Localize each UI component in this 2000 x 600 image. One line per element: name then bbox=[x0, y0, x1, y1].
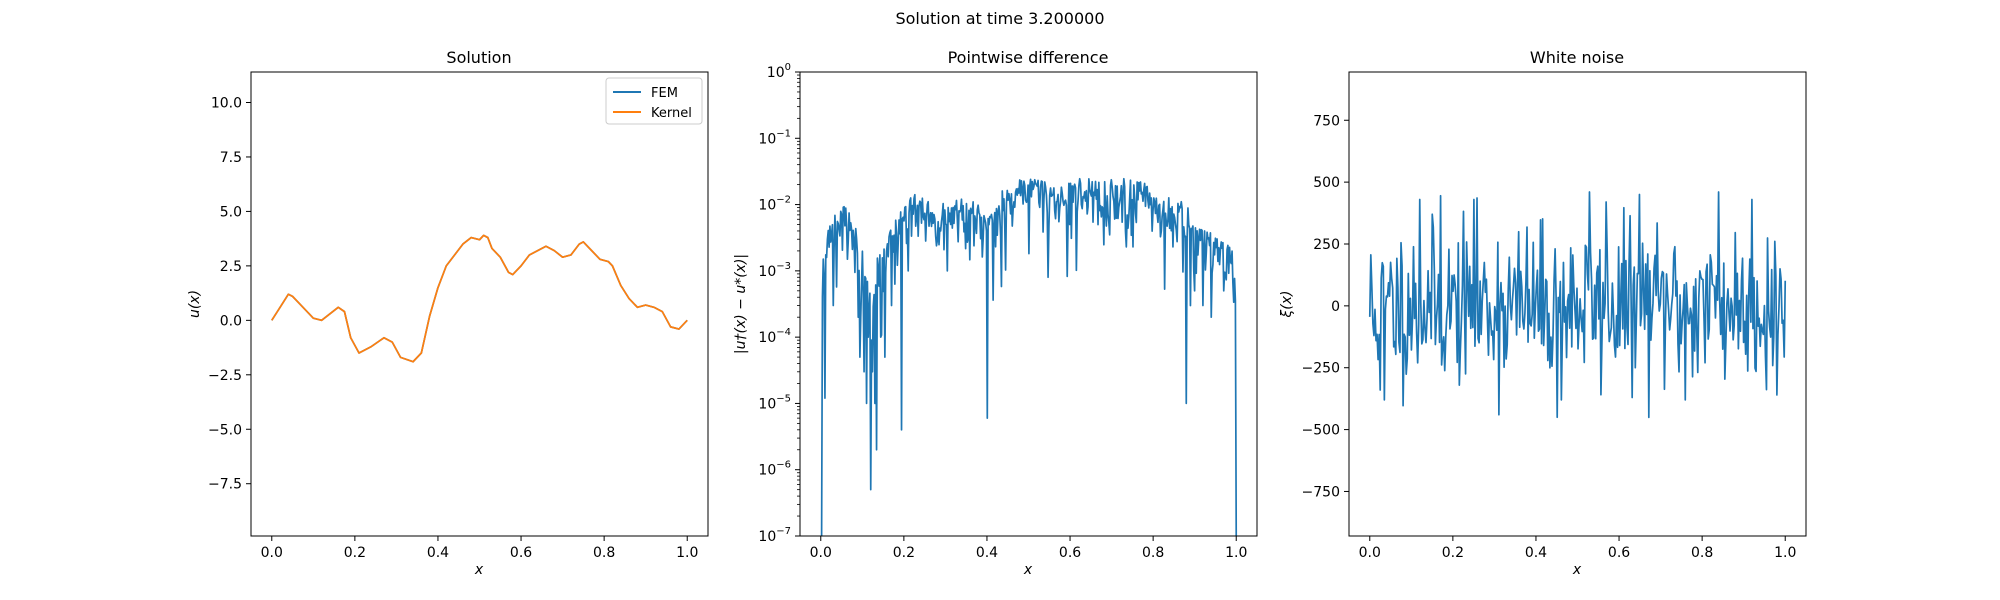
panel-pointwise-difference: Pointwise difference 0.0 0.2 0.4 0.6 0.8 1.0 1… bbox=[733, 48, 1258, 578]
noise-ytick-label: 0 bbox=[1331, 299, 1340, 315]
difference-ytick-label: 10−6 bbox=[758, 460, 791, 479]
panel-white-noise: White noise 0.0 0.2 0.4 0.6 0.8 1.0 −750 −500 −2… bbox=[1279, 48, 1807, 578]
solution-ytick-label: 7.5 bbox=[220, 150, 242, 166]
difference-ytick-label: 100 bbox=[767, 62, 791, 81]
solution-title: Solution bbox=[446, 48, 511, 67]
solution-xtick-label: 0.4 bbox=[427, 545, 449, 561]
difference-series-line bbox=[820, 177, 1238, 536]
solution-ytick-label: 0.0 bbox=[220, 313, 242, 329]
difference-ytick-label: 10−2 bbox=[758, 195, 791, 214]
solution-ytick-label: −5.0 bbox=[208, 422, 242, 438]
solution-plot-frame bbox=[250, 71, 709, 537]
difference-title: Pointwise difference bbox=[948, 48, 1109, 67]
solution-xtick-label: 1.0 bbox=[676, 545, 698, 561]
difference-ytick-label: 10−3 bbox=[758, 261, 791, 280]
difference-xlabel: x bbox=[1023, 562, 1033, 578]
difference-xtick-label: 0.4 bbox=[976, 545, 998, 561]
noise-title: White noise bbox=[1530, 48, 1624, 67]
difference-xtick-label: 1.0 bbox=[1225, 545, 1247, 561]
figure-suptitle: Solution at time 3.200000 bbox=[895, 9, 1104, 28]
solution-xtick-label: 0.8 bbox=[593, 545, 615, 561]
solution-xlabel: x bbox=[474, 562, 484, 578]
solution-xtick-label: 0.0 bbox=[261, 545, 283, 561]
noise-ytick-label: 750 bbox=[1313, 113, 1340, 129]
solution-ytick-label: −7.5 bbox=[208, 477, 242, 493]
noise-series-line bbox=[1368, 191, 1787, 419]
noise-xtick-label: 0.0 bbox=[1359, 545, 1381, 561]
legend-label-fem: FEM bbox=[651, 86, 678, 101]
solution-xtick-label: 0.2 bbox=[344, 545, 366, 561]
solution-series-kernel bbox=[271, 234, 688, 363]
noise-xtick-label: 0.2 bbox=[1442, 545, 1464, 561]
noise-ytick-label: −500 bbox=[1302, 423, 1340, 439]
solution-ytick-label: 10.0 bbox=[211, 95, 242, 111]
noise-ytick-label: −750 bbox=[1302, 484, 1340, 500]
difference-ytick-label: 10−7 bbox=[758, 526, 791, 545]
difference-xtick-label: 0.0 bbox=[810, 545, 832, 561]
noise-xtick-label: 1.0 bbox=[1774, 545, 1796, 561]
difference-xtick-label: 0.8 bbox=[1142, 545, 1164, 561]
difference-plot-frame bbox=[799, 71, 1258, 537]
noise-ytick-label: 250 bbox=[1313, 237, 1340, 253]
solution-ytick-label: 2.5 bbox=[220, 259, 242, 275]
panel-solution: Solution 0.0 0.2 0.4 0.6 0.8 1.0 −7.5 −5.0 −2.5 0… bbox=[187, 48, 709, 578]
noise-xtick-label: 0.8 bbox=[1691, 545, 1713, 561]
solution-ylabel: u(x) bbox=[187, 290, 203, 318]
noise-xlabel: x bbox=[1572, 562, 1582, 578]
difference-ytick-label: 10−4 bbox=[758, 327, 791, 346]
difference-ytick-label: 10−5 bbox=[758, 393, 791, 412]
noise-plot-frame bbox=[1348, 71, 1807, 537]
solution-ytick-label: 5.0 bbox=[220, 204, 242, 220]
noise-ytick-label: −250 bbox=[1302, 361, 1340, 377]
difference-xtick-label: 0.6 bbox=[1059, 545, 1081, 561]
solution-ytick-label: −2.5 bbox=[208, 368, 242, 384]
solution-xtick-label: 0.6 bbox=[510, 545, 532, 561]
noise-ytick-label: 500 bbox=[1313, 175, 1340, 191]
difference-ylabel: |u†(x) − u*(x)| bbox=[733, 254, 749, 354]
solution-series-fem bbox=[271, 234, 688, 363]
solution-legend: FEM Kernel bbox=[605, 77, 703, 125]
noise-ylabel: ξ(x) bbox=[1279, 290, 1295, 318]
difference-xtick-label: 0.2 bbox=[893, 545, 915, 561]
noise-xtick-label: 0.6 bbox=[1608, 545, 1630, 561]
legend-label-kernel: Kernel bbox=[651, 106, 692, 121]
noise-xtick-label: 0.4 bbox=[1525, 545, 1547, 561]
difference-ytick-label: 10−1 bbox=[758, 128, 791, 147]
